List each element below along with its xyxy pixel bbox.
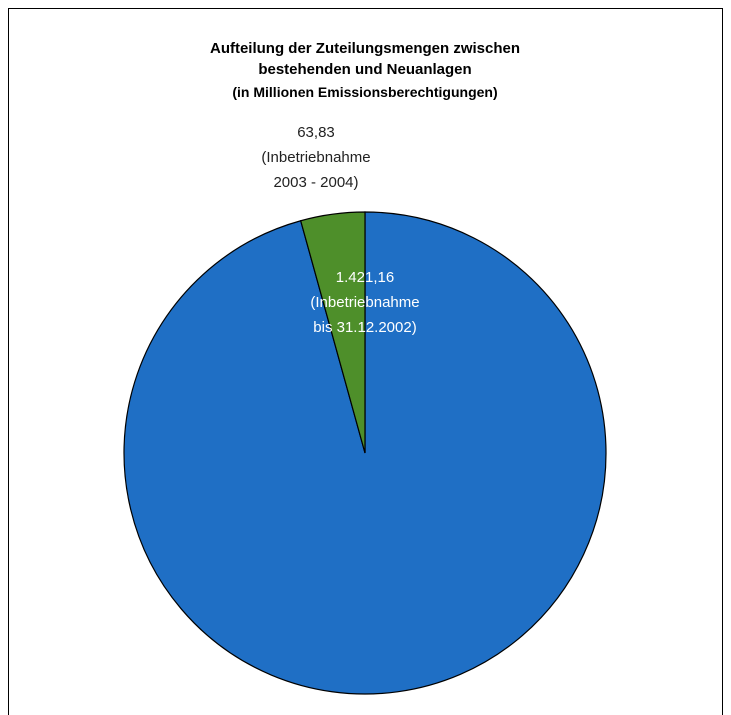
value-label: 63,83 [297,124,335,141]
slice-label: 63,83 (Inbetriebnahme 2003 - 2004) [251,120,381,195]
chart-title: Aufteilung der Zuteilungsmengen zwischen… [209,40,521,78]
chart-subtitle: (in Millionen Emissionsberechtigungen) [232,84,498,100]
value-label: 1.421,16 [335,269,395,286]
pie-slice [299,211,366,454]
frame [8,8,723,715]
category-label: (Inbetriebnahme bis 31.12.2002) [310,294,420,336]
slice-label: 1.421,16 (Inbetriebnahme bis 31.12.2002) [300,265,430,340]
category-label: (Inbetriebnahme 2003 - 2004) [261,149,371,191]
